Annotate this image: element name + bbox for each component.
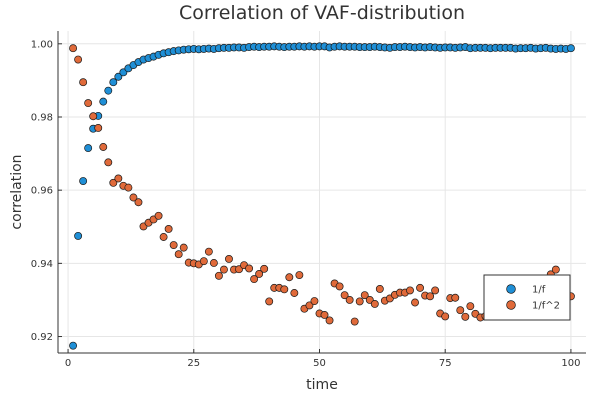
y-tick-label: 0.94 <box>31 259 53 270</box>
data-point <box>114 174 123 183</box>
chart-title: Correlation of VAF-distribution <box>179 2 465 24</box>
series-one-over-f <box>69 42 575 350</box>
x-tick-label: 75 <box>439 358 452 369</box>
data-point <box>461 312 470 321</box>
data-point <box>305 301 314 310</box>
data-point <box>370 300 379 308</box>
data-point <box>154 211 163 220</box>
data-point <box>225 255 233 263</box>
data-point <box>325 316 334 325</box>
x-tick-label: 0 <box>65 358 71 369</box>
data-point <box>129 193 138 202</box>
data-point <box>94 124 103 132</box>
data-point <box>551 265 560 274</box>
data-point <box>209 259 218 267</box>
y-axis-label: correlation <box>9 154 25 229</box>
data-point <box>179 243 188 252</box>
data-point <box>280 285 289 294</box>
data-point <box>285 273 294 282</box>
data-point <box>406 286 414 295</box>
data-point <box>456 306 465 315</box>
data-point <box>84 144 93 153</box>
data-point <box>355 297 364 306</box>
data-point <box>310 297 319 305</box>
legend-label: 1/f <box>532 285 546 296</box>
data-point <box>411 298 419 307</box>
data-point <box>451 293 460 302</box>
data-point <box>199 257 208 266</box>
data-point <box>340 291 349 300</box>
x-ticks: 0 25 50 75 100 <box>65 349 580 369</box>
data-point <box>69 44 78 53</box>
data-point <box>79 177 88 185</box>
data-point <box>74 55 83 64</box>
data-point <box>169 241 178 250</box>
data-point <box>375 285 384 293</box>
data-point <box>441 312 450 321</box>
data-point <box>431 286 440 295</box>
data-point <box>124 183 133 192</box>
x-tick-label: 50 <box>313 358 326 369</box>
data-point <box>566 44 575 53</box>
data-point <box>204 247 213 256</box>
data-point <box>79 78 88 87</box>
data-point <box>255 270 264 278</box>
y-tick-label: 0.98 <box>31 112 53 123</box>
data-point <box>159 233 168 241</box>
data-point <box>295 271 304 280</box>
data-point <box>360 291 369 300</box>
x-tick-label: 25 <box>187 358 200 369</box>
data-point <box>74 231 83 240</box>
y-tick-label: 0.92 <box>31 332 53 343</box>
x-axis-label: time <box>306 377 338 393</box>
data-point <box>320 310 329 319</box>
data-point <box>164 225 173 233</box>
y-tick-label: 1.00 <box>31 39 53 50</box>
data-point <box>104 86 113 95</box>
data-point <box>99 143 108 151</box>
data-point <box>245 264 254 273</box>
data-point <box>109 78 118 87</box>
x-tick-label: 100 <box>561 358 580 369</box>
data-point <box>260 264 269 273</box>
legend: 1/f 1/f^2 <box>483 274 571 321</box>
data-point <box>109 178 118 187</box>
data-point <box>466 302 475 311</box>
data-point <box>345 295 354 304</box>
data-point <box>219 265 228 274</box>
data-point <box>335 282 344 291</box>
axes <box>57 31 586 354</box>
data-point <box>134 198 143 207</box>
data-point <box>104 158 113 167</box>
data-point <box>350 317 359 326</box>
y-tick-label: 0.96 <box>31 186 53 197</box>
grid-lines <box>58 31 586 353</box>
data-point <box>174 250 183 259</box>
data-point <box>114 72 123 81</box>
data-point <box>89 112 98 121</box>
data-point <box>265 297 274 306</box>
data-point <box>250 275 259 284</box>
data-point <box>416 283 425 292</box>
data-point <box>84 99 93 108</box>
data-point <box>214 271 223 280</box>
y-ticks: 0.92 0.94 0.96 0.98 1.00 <box>31 39 62 343</box>
data-point <box>99 97 108 106</box>
data-point <box>426 292 435 301</box>
legend-box <box>483 274 571 321</box>
data-point <box>69 341 78 350</box>
legend-label: 1/f^2 <box>532 301 560 312</box>
legend-marker <box>506 284 516 294</box>
data-point <box>290 289 299 297</box>
legend-marker <box>506 300 516 310</box>
